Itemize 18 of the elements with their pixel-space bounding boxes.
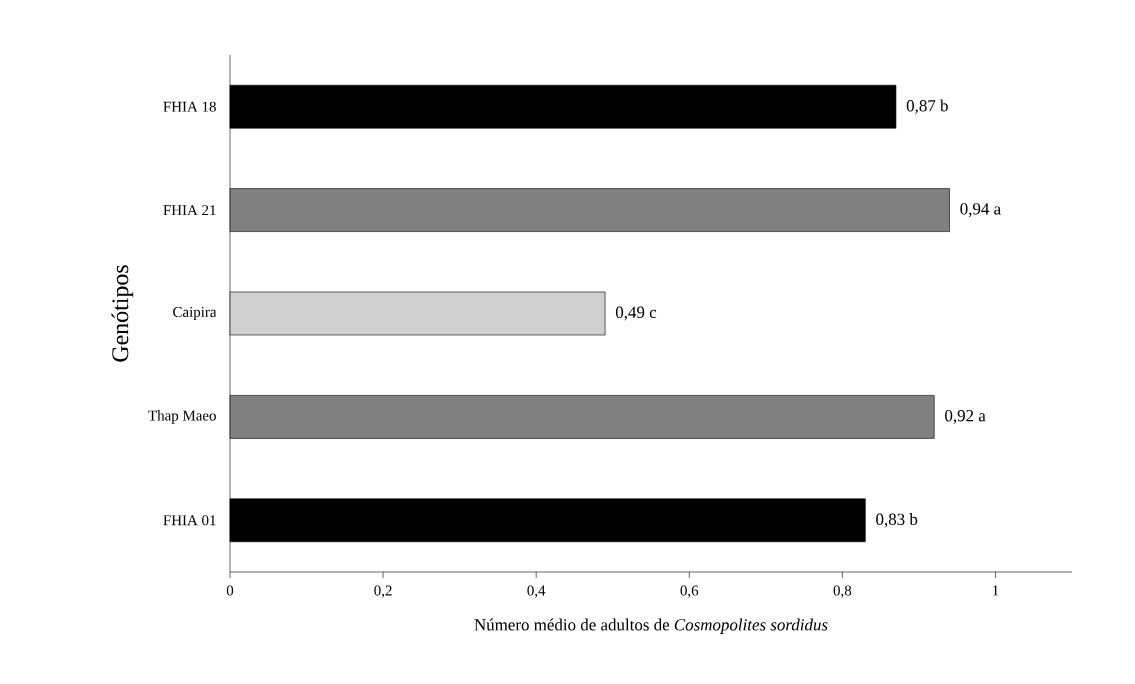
y-tick-label: Caipira — [173, 306, 217, 321]
x-tick-label: 0 — [226, 585, 234, 596]
x-tick-label: 1 — [993, 585, 999, 596]
y-tick-label: Thap Maeo — [148, 410, 216, 424]
y-tick-label: FHIA 18 — [163, 101, 216, 112]
x-axis-title: Número médio de adultos de Cosmopolites sordidus — [474, 618, 828, 634]
x-tick-label: 0,8 — [833, 585, 852, 598]
x-tick-label: 0,2 — [374, 585, 392, 598]
y-axis-title: Genótipos — [111, 265, 134, 362]
y-tick-label: FHIA 01 — [163, 515, 216, 526]
data-label: 0,87 b — [906, 99, 948, 114]
data-label: 0,94 a — [960, 203, 1001, 218]
x-tick-label: 0,4 — [527, 585, 546, 598]
data-label: 0,92 a — [945, 409, 986, 424]
data-label: 0,83 b — [876, 513, 918, 528]
data-label: 0,49 c — [615, 306, 657, 321]
y-tick-label: FHIA 21 — [163, 205, 216, 216]
x-tick-label: 0,6 — [680, 585, 699, 598]
